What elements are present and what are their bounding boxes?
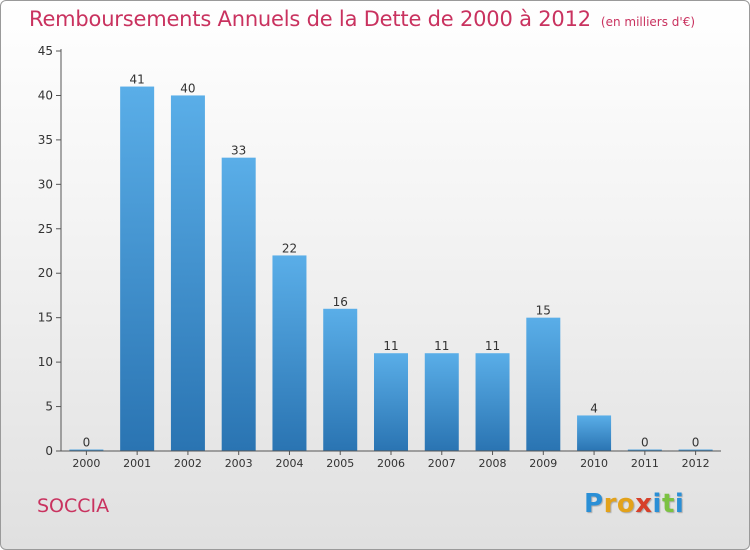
chart-unit-text: (en milliers d'€) xyxy=(600,15,696,29)
x-tick-label: 2012 xyxy=(682,457,710,470)
bar-value-label: 33 xyxy=(231,144,246,158)
bar-value-label: 16 xyxy=(333,295,348,309)
x-tick-label: 2000 xyxy=(72,457,100,470)
x-axis: 2000 2001 2002 2003 2004 2005 2006 2007 2008 2009… xyxy=(61,450,721,470)
bar-2011 xyxy=(627,449,662,451)
bar-2007 xyxy=(424,353,459,451)
bar-value-label: 0 xyxy=(692,436,700,450)
x-tick-label: 2011 xyxy=(631,457,659,470)
x-tick-label: 2003 xyxy=(225,457,253,470)
bar-2008 xyxy=(475,353,510,451)
x-tick-label: 2005 xyxy=(326,457,354,470)
bar-value-label: 22 xyxy=(282,241,297,255)
bar-value-label: 40 xyxy=(180,81,195,95)
bar-2001 xyxy=(120,86,155,452)
x-tick-label: 2004 xyxy=(275,457,303,470)
x-tick-label: 2008 xyxy=(479,457,507,470)
bar-2010 xyxy=(577,415,612,451)
y-tick-label: 20 xyxy=(38,266,53,280)
bar-value-label: 0 xyxy=(83,436,91,450)
bar-2004 xyxy=(272,255,307,451)
proxiti-logo: Proxiti xyxy=(584,489,684,519)
y-tick-label: 30 xyxy=(38,177,53,191)
bar-2006 xyxy=(374,353,408,451)
bar-2003 xyxy=(221,157,256,451)
bar-value-label: 11 xyxy=(383,339,398,353)
bar-2000 xyxy=(69,449,104,451)
x-tick-label: 2006 xyxy=(377,457,405,470)
bar-value-label: 11 xyxy=(485,339,500,353)
chart-title-text: Remboursements Annuels de la Dette de 20… xyxy=(29,7,591,31)
x-tick-label: 2001 xyxy=(123,457,151,470)
y-axis: 0 5 10 15 20 25 30 35 40 45 xyxy=(38,44,62,458)
y-tick-label: 40 xyxy=(38,88,53,102)
bar-value-label: 0 xyxy=(641,436,649,450)
y-tick-label: 35 xyxy=(38,133,53,147)
x-tick-label: 2002 xyxy=(174,457,202,470)
bar-value-label: 15 xyxy=(536,304,551,318)
bar-value-label: 41 xyxy=(130,73,145,87)
bar-value-label: 4 xyxy=(590,401,598,415)
y-tick-label: 25 xyxy=(38,222,53,236)
y-tick-label: 15 xyxy=(38,311,53,325)
logo-letter: P xyxy=(584,489,604,519)
bar-2002 xyxy=(170,95,205,451)
bar-value-label: 11 xyxy=(434,339,449,353)
city-name: SOCCIA xyxy=(37,495,110,517)
logo-letter: i xyxy=(674,489,685,519)
x-tick-label: 2007 xyxy=(428,457,456,470)
bar-2009 xyxy=(526,317,561,451)
chart-title: Remboursements Annuels de la Dette de 20… xyxy=(29,7,695,31)
x-tick-label: 2009 xyxy=(529,457,557,470)
logo-letter: r xyxy=(603,489,617,519)
y-tick-label: 10 xyxy=(38,355,53,369)
logo-letter: o xyxy=(616,489,636,519)
bar-2012 xyxy=(678,449,713,451)
y-tick-label: 0 xyxy=(45,444,53,458)
bar-2005 xyxy=(323,308,358,451)
logo-letter: x xyxy=(635,489,653,519)
logo-letter: t xyxy=(661,489,675,519)
x-tick-label: 2010 xyxy=(580,457,608,470)
logo-letter: i xyxy=(652,489,662,519)
y-tick-label: 45 xyxy=(38,44,53,58)
y-tick-label: 5 xyxy=(45,400,53,414)
